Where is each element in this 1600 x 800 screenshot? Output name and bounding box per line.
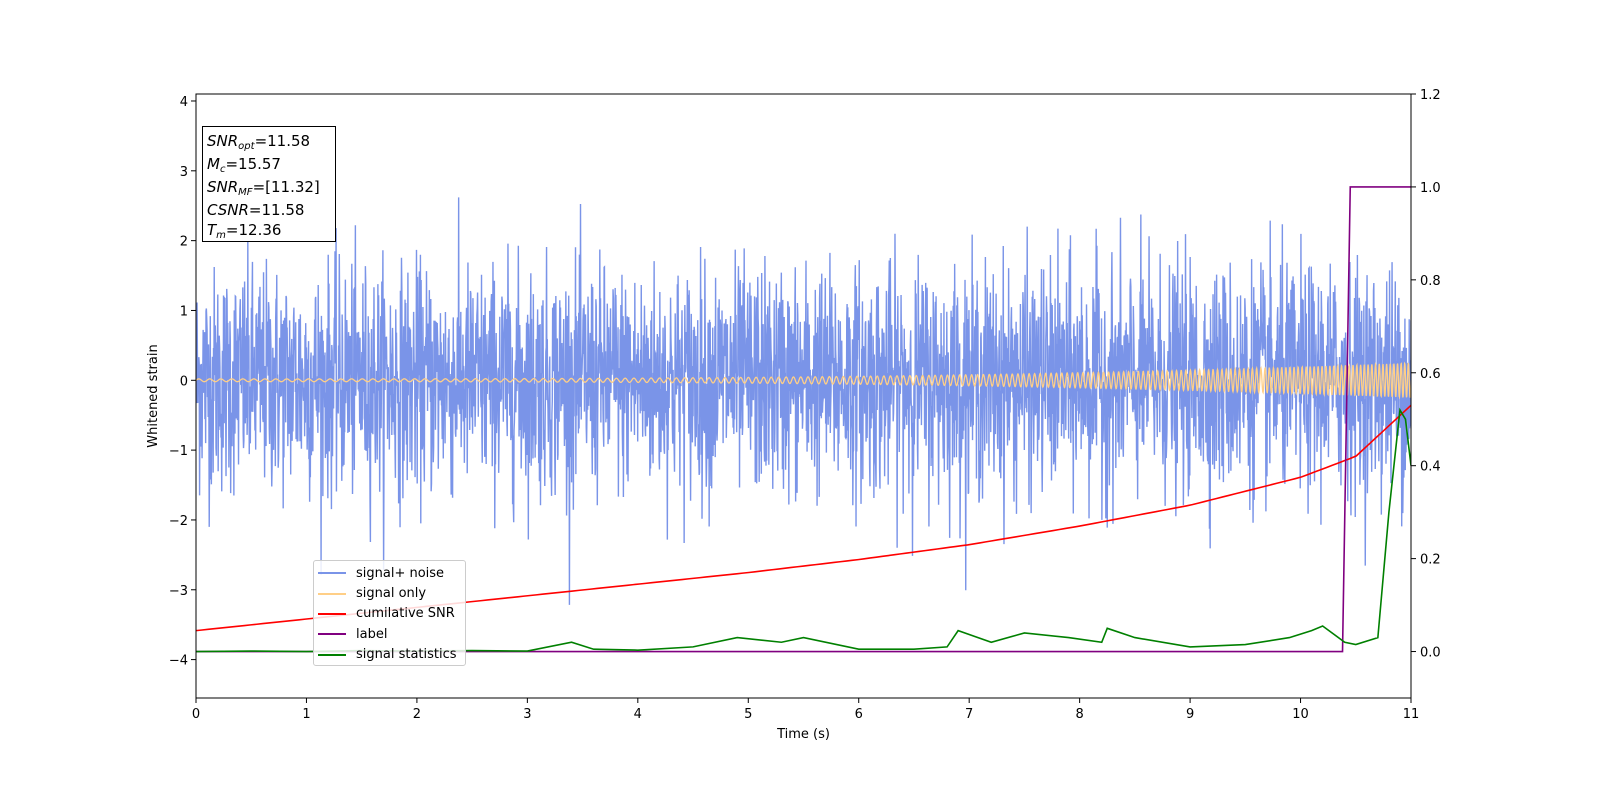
x-tick-label: 11 — [1403, 707, 1420, 722]
series-signal-statistics — [196, 407, 1411, 653]
snr-mf-var: SNR — [207, 178, 239, 196]
mc-line: Mc=15.57 — [207, 154, 335, 177]
legend-swatch-signal-noise — [318, 572, 346, 575]
legend-item-cumulative-snr: cumilative SNR — [318, 604, 465, 624]
csnr-var: CSNR — [207, 201, 249, 219]
legend-label-label: label — [356, 626, 388, 642]
y-tick-label: −1 — [169, 444, 188, 459]
legend: signal+ noise signal only cumilative SNR… — [313, 560, 466, 666]
legend-label-signal-noise: signal+ noise — [356, 565, 445, 581]
x-axis-label: Time (s) — [776, 727, 830, 742]
legend-item-signal-only: signal only — [318, 583, 465, 603]
x-tick-label: 2 — [413, 707, 421, 722]
series-signal-only — [196, 361, 1411, 400]
tm-var: T — [207, 221, 217, 239]
csnr-value: =11.58 — [248, 201, 305, 219]
y2-tick-label: 1.0 — [1420, 181, 1441, 196]
snr-opt-line: SNRopt=11.58 — [207, 131, 335, 154]
x-tick-label: 9 — [1186, 707, 1194, 722]
mc-value: =15.57 — [225, 155, 281, 173]
y2-tick-label: 0.8 — [1420, 274, 1441, 289]
x-tick-label: 10 — [1292, 707, 1309, 722]
y2-tick-label: 0.4 — [1420, 460, 1441, 475]
tm-line: Tm=12.36 — [207, 220, 335, 243]
snr-mf-line: SNRMF=[11.32] — [207, 177, 335, 200]
x-tick-label: 0 — [192, 707, 200, 722]
x-tick-label: 1 — [302, 707, 310, 722]
y2-tick-label: 0.6 — [1420, 367, 1441, 382]
x-tick-label: 4 — [634, 707, 642, 722]
tm-value: =12.36 — [225, 221, 282, 239]
series-label — [196, 186, 1411, 653]
y-tick-label: −4 — [169, 654, 188, 669]
legend-item-signal-noise: signal+ noise — [318, 563, 465, 583]
snr-mf-value: =[11.32] — [252, 178, 320, 196]
legend-label-cumulative-snr: cumilative SNR — [356, 606, 455, 622]
snr-opt-value: =11.58 — [254, 132, 311, 150]
y-tick-label: 3 — [180, 165, 188, 180]
legend-item-signal-statistics: signal statistics — [318, 645, 465, 665]
info-box: SNRopt=11.58 Mc=15.57 SNRMF=[11.32] CSNR… — [202, 126, 336, 242]
legend-swatch-cumulative-snr — [318, 612, 346, 615]
tm-sub: m — [216, 230, 226, 241]
csnr-line: CSNR=11.58 — [207, 200, 335, 220]
snr-opt-sub: opt — [238, 141, 255, 152]
y2-tick-label: 0.2 — [1420, 553, 1441, 568]
x-tick-label: 7 — [965, 707, 973, 722]
mc-sub: c — [219, 164, 226, 175]
y2-tick-label: 1.2 — [1420, 88, 1441, 103]
legend-item-label: label — [318, 624, 465, 644]
y-tick-label: 4 — [180, 95, 188, 110]
legend-label-signal-only: signal only — [356, 586, 427, 602]
y-tick-label: −3 — [169, 584, 188, 599]
legend-swatch-signal-statistics — [318, 653, 346, 656]
snr-opt-var: SNR — [207, 132, 239, 150]
snr-mf-sub: MF — [238, 187, 253, 198]
legend-swatch-signal-only — [318, 592, 346, 595]
x-tick-label: 3 — [523, 707, 531, 722]
x-tick-label: 8 — [1075, 707, 1083, 722]
legend-swatch-label — [318, 633, 346, 636]
y2-tick-label: 0.0 — [1420, 646, 1441, 661]
y-axis-label: Whitened strain — [146, 344, 161, 447]
x-tick-label: 5 — [744, 707, 752, 722]
y-tick-label: −2 — [169, 514, 188, 529]
y-tick-label: 2 — [180, 235, 188, 250]
y-tick-label: 1 — [180, 304, 188, 319]
x-tick-label: 6 — [855, 707, 863, 722]
series-signal-noise — [196, 197, 1411, 605]
plot-frame — [195, 93, 1412, 699]
mc-var: M — [207, 155, 220, 173]
y-tick-label: 0 — [180, 374, 188, 389]
legend-label-signal-statistics: signal statistics — [356, 647, 457, 663]
